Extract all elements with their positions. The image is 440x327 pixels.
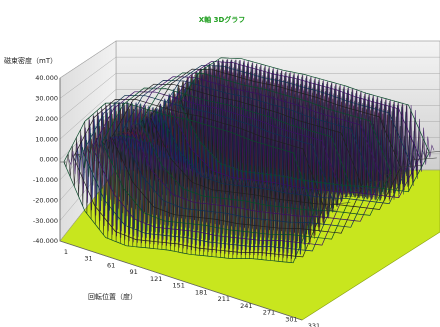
surface-envelope-lower <box>178 102 430 193</box>
surface-tail-right <box>398 165 423 168</box>
surface-envelope-upper <box>169 61 420 158</box>
y-tick-label: -40.000 <box>33 237 58 245</box>
surface-envelope-upper <box>130 76 382 178</box>
surface-envelope-lower <box>111 137 363 234</box>
x-tick-labels: 1 31 61 91 121 151 181 211 241 271 301 331 <box>64 248 320 327</box>
y-tick-label: -20.000 <box>33 196 58 204</box>
surface-envelope-lower <box>73 157 324 258</box>
grid-line-side <box>59 89 117 140</box>
x-tick-label: 181 <box>195 288 207 296</box>
surface-tail-right <box>311 209 337 213</box>
surface-series-line <box>164 64 416 200</box>
x-tick-label: 61 <box>107 261 115 269</box>
surface-tail-right <box>326 202 351 205</box>
x-tick-label: 301 <box>285 315 297 323</box>
y-tick-label: 10.000 <box>35 135 58 143</box>
x-tick-label: 211 <box>218 295 230 303</box>
surface-envelope-upper <box>82 95 334 202</box>
surface-tail-right <box>427 151 440 153</box>
y-tick-label: 30.000 <box>35 95 58 103</box>
y-tick-label: 0.000 <box>39 156 58 164</box>
surface-series-line <box>145 86 396 200</box>
y-axis-label: 磁束密度（mT） <box>4 56 57 65</box>
surface-tail-right <box>383 172 409 176</box>
x-tick-label: 241 <box>240 302 252 310</box>
surface-tail-right <box>369 179 394 183</box>
x-tick-label: 91 <box>129 268 137 276</box>
surface-envelope-upper <box>121 80 372 183</box>
surface-envelope-upper <box>140 72 392 173</box>
x-tick-label: 121 <box>150 275 162 283</box>
chart-title: X軸 3Dグラフ <box>199 15 246 24</box>
surface-series-line <box>174 59 425 195</box>
x-tick-label: 271 <box>263 309 275 317</box>
x-tick-label: 331 <box>308 322 320 327</box>
surface-series-line <box>178 59 430 191</box>
surface-series-line <box>140 94 392 198</box>
surface-envelope-lower <box>150 117 401 210</box>
surface-series-line <box>150 79 401 201</box>
grid-line-side <box>59 40 117 79</box>
surface-series-line <box>159 68 411 201</box>
surface-tail-right <box>412 157 437 161</box>
x-axis-line <box>59 240 303 321</box>
surface-envelope-lower <box>130 127 382 222</box>
surface-envelope-lower <box>140 122 392 216</box>
surface-envelope-upper <box>111 83 363 187</box>
surface-envelope-upper <box>73 98 324 207</box>
surface-envelope-lower <box>82 152 334 252</box>
surface-envelope-lower <box>159 112 411 204</box>
x-axis-label: 回転位置（度） <box>88 292 137 301</box>
x-tick-label: 1 <box>64 248 68 256</box>
surface-envelope-upper <box>178 57 430 153</box>
grid-line-side <box>59 73 117 119</box>
x-tick-label: 31 <box>84 255 92 263</box>
grid-line-side <box>59 56 117 99</box>
surface-plot <box>60 57 440 264</box>
surface-tail-right <box>340 194 365 198</box>
y-tick-labels: 40.000 30.000 20.000 10.000 0.000 -10.000 -20.… <box>33 74 58 245</box>
y-tick-label: -10.000 <box>33 176 58 184</box>
surface-envelope-lower <box>63 162 315 264</box>
surface-series-line <box>154 73 406 202</box>
surface-envelope-upper <box>63 102 315 212</box>
surface-tail-right <box>355 187 380 190</box>
surface-envelope-lower <box>92 147 344 246</box>
surface-envelope-upper <box>92 91 344 197</box>
surface-envelope-upper <box>150 68 401 168</box>
surface-envelope-lower <box>121 132 372 228</box>
y-tick-label: 40.000 <box>35 74 58 82</box>
surface-envelope-upper <box>159 64 411 163</box>
y-tick-label: 20.000 <box>35 115 58 123</box>
x-tick-label: 151 <box>173 282 185 290</box>
surface-envelope-lower <box>102 142 353 240</box>
y-tick-label: -30.000 <box>33 217 58 225</box>
surface-envelope-lower <box>169 107 420 198</box>
surface-envelope-upper <box>102 87 353 192</box>
